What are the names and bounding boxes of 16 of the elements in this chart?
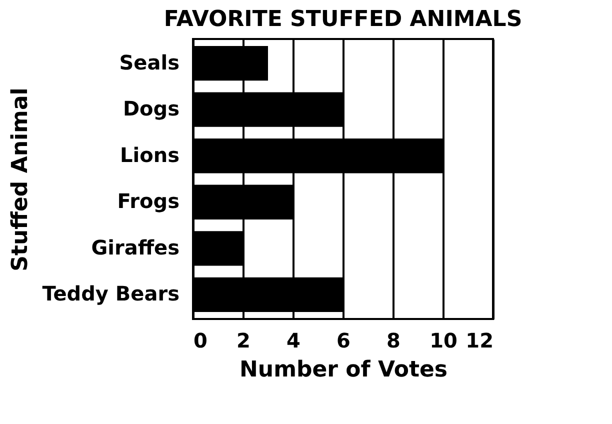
y-tick-label: Seals bbox=[119, 50, 180, 74]
y-tick-label: Frogs bbox=[117, 189, 180, 214]
y-axis-title: Stuffed Animal bbox=[8, 88, 34, 272]
y-tick-label: Dogs bbox=[122, 96, 180, 121]
x-axis-title: Number of Votes bbox=[240, 358, 448, 382]
x-tick-label: 2 bbox=[236, 328, 250, 352]
x-tick-label: 8 bbox=[386, 328, 400, 352]
y-tick-label: Giraffes bbox=[91, 235, 180, 260]
x-tick-label: 0 bbox=[194, 328, 208, 352]
x-tick-label: 10 bbox=[430, 328, 458, 352]
x-tick-label: 6 bbox=[336, 328, 350, 352]
chart-title: FAVORITE STUFFED ANIMALS bbox=[164, 7, 522, 32]
y-tick-label: Teddy Bears bbox=[42, 282, 180, 306]
x-tick-label: 12 bbox=[466, 328, 494, 352]
y-tick-label: Lions bbox=[120, 142, 180, 167]
x-tick-label: 4 bbox=[286, 328, 300, 352]
